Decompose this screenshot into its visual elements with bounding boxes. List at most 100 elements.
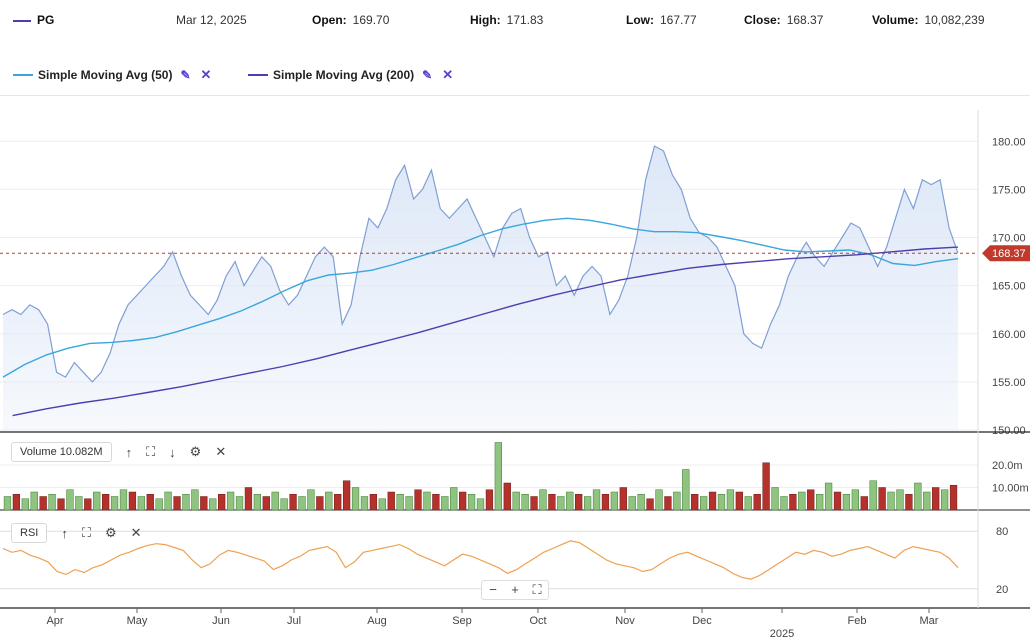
volume-bar	[744, 496, 752, 511]
x-axis-label: Nov	[615, 615, 635, 627]
volume-bar	[673, 491, 681, 511]
volume-bar	[235, 496, 244, 511]
volume-bar	[717, 494, 726, 511]
x-axis-label: Feb	[848, 615, 867, 627]
volume-bar	[396, 494, 404, 511]
indicator-sma50[interactable]: Simple Moving Avg (50) ✎ ✕	[13, 67, 211, 83]
volume-bar	[789, 494, 797, 511]
volume-bar	[878, 487, 886, 511]
rsi-line	[2, 540, 959, 580]
price-tick-label: 180.00	[992, 136, 1026, 148]
volume-bar	[101, 494, 110, 511]
sma200-line	[12, 246, 959, 417]
volume-bar	[548, 494, 556, 511]
volume-bar	[405, 496, 413, 511]
price-tick-label: 150.00	[992, 425, 1026, 437]
maximize-panel-icon[interactable]: ⛶	[146, 444, 156, 459]
x-axis-label: Jul	[287, 615, 301, 627]
high-readout: High: 171.83	[470, 13, 544, 27]
volume-bar	[467, 494, 476, 511]
rsi-tick-label: 80	[996, 526, 1008, 538]
volume-bar	[432, 494, 440, 511]
rsi-maximize-panel-icon[interactable]: ⛶	[81, 525, 91, 540]
volume-bar	[325, 491, 333, 511]
volume-bar	[592, 489, 601, 511]
volume-bar	[369, 494, 378, 511]
volume-bar	[655, 489, 663, 511]
price-tick-label: 165.00	[992, 281, 1026, 293]
volume-bar	[342, 480, 351, 511]
price-line	[2, 145, 959, 383]
volume-bar	[610, 491, 619, 511]
volume-bar	[494, 442, 502, 511]
volume-bar	[816, 494, 824, 511]
move-up-arrow-icon[interactable]: ↑	[125, 444, 133, 460]
volume-bar	[307, 489, 315, 511]
volume-bar	[182, 494, 190, 511]
remove-sma50-close-icon[interactable]: ✕	[200, 67, 212, 82]
close-panel-icon[interactable]: ✕	[215, 444, 227, 459]
volume-bar	[557, 496, 565, 511]
x-axis-label: Aug	[367, 615, 387, 627]
move-down-arrow-icon[interactable]: ↓	[169, 444, 176, 460]
volume-bar	[682, 469, 690, 511]
volume-bar	[798, 491, 806, 511]
volume-bar	[137, 496, 145, 511]
rsi-tick-label: 20	[996, 584, 1008, 596]
volume-bar	[824, 482, 833, 511]
zoom-in-button[interactable]: +	[511, 582, 519, 597]
volume-bar	[914, 482, 922, 511]
volume-bar	[780, 496, 788, 511]
volume-bar	[450, 487, 458, 511]
rsi-close-panel-icon[interactable]: ✕	[130, 525, 142, 540]
sma200-swatch	[248, 74, 268, 76]
volume-bar	[833, 491, 842, 511]
indicator-sma200[interactable]: Simple Moving Avg (200) ✎ ✕	[248, 67, 453, 83]
volume-bar	[39, 496, 47, 511]
sma50-label: Simple Moving Avg (50)	[38, 68, 173, 82]
rsi-move-up-arrow-icon[interactable]: ↑	[61, 525, 68, 541]
volume-bar	[575, 494, 583, 511]
volume-bar	[387, 491, 395, 511]
volume-bar	[423, 491, 431, 511]
remove-sma200-close-icon[interactable]: ✕	[442, 67, 454, 82]
volume-bar	[271, 491, 279, 511]
volume-bar	[93, 491, 101, 511]
zoom-out-button[interactable]: −	[489, 582, 497, 597]
volume-bar	[200, 496, 208, 511]
x-axis-label: Mar	[920, 615, 939, 627]
volume-panel-toolbar: Volume 10.082M ↑ ⛶ ↓ ⚙ ✕	[11, 442, 226, 462]
settings-gear-icon[interactable]: ⚙	[189, 444, 202, 459]
volume-bar	[485, 489, 494, 511]
volume-tick-label: 10.00m	[992, 483, 1029, 495]
edit-sma50-pencil-icon[interactable]: ✎	[180, 68, 191, 82]
edit-sma200-pencil-icon[interactable]: ✎	[422, 68, 433, 82]
volume-bar	[753, 494, 761, 511]
volume-bar	[173, 496, 181, 511]
last-price-tag	[982, 245, 1030, 262]
volume-bar	[316, 496, 324, 511]
volume-bar	[726, 489, 735, 511]
volume-bar	[334, 494, 342, 511]
volume-bar	[940, 489, 949, 511]
volume-bar	[628, 496, 636, 511]
volume-bar	[699, 496, 708, 511]
volume-bar	[851, 489, 860, 511]
volume-bar	[414, 489, 422, 511]
rsi-settings-gear-icon[interactable]: ⚙	[104, 525, 117, 540]
volume-bar	[869, 480, 877, 511]
fit-screen-icon[interactable]: ⛶	[532, 582, 542, 597]
volume-bar	[476, 498, 485, 511]
volume-bar	[30, 491, 38, 511]
low-readout: Low: 167.77	[626, 13, 697, 27]
volume-bar	[735, 491, 743, 511]
volume-bar	[771, 487, 779, 511]
volume-bar	[110, 496, 119, 511]
volume-bar	[280, 498, 288, 511]
volume-bar	[3, 496, 12, 511]
price-area-fill	[3, 146, 958, 430]
x-axis-label: Jun	[212, 615, 230, 627]
sma50-swatch	[13, 74, 33, 76]
volume-bar	[512, 491, 520, 511]
